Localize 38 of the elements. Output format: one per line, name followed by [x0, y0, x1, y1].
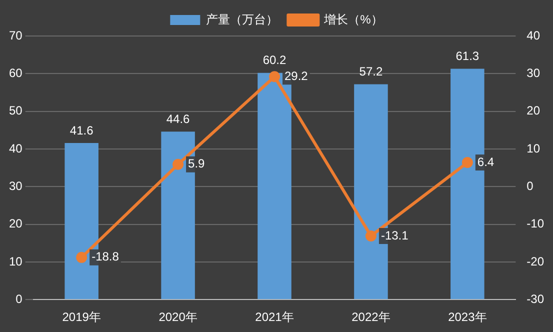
y-tick-label: 20	[8, 216, 23, 231]
y-tick-label: 0	[16, 292, 23, 306]
y-tick-label: 70	[8, 28, 23, 42]
y2-tick-label: -10	[526, 216, 544, 231]
point	[76, 252, 88, 263]
point	[269, 71, 280, 82]
data-label: -18.8	[92, 250, 120, 264]
data-label: 61.3	[456, 49, 480, 64]
y-tick-label: 40	[8, 141, 23, 156]
legend-label: 增长（%）	[323, 12, 383, 26]
y-tick-label: 30	[8, 178, 23, 193]
legend-label: 产量（万台）	[206, 12, 278, 26]
y2-tick-label: 0	[526, 178, 534, 193]
data-label: 5.9	[188, 156, 206, 171]
y2-tick-label: 40	[526, 28, 540, 42]
y2-tick-label: -20	[526, 254, 544, 268]
data-label: -13.1	[380, 228, 409, 242]
data-label: 41.6	[70, 123, 94, 138]
y-tick-label: 60	[8, 66, 23, 80]
x-tick-label: 2021年	[255, 310, 294, 324]
y2-tick-label: 30	[526, 66, 540, 80]
y2-tick-label: 10	[526, 141, 540, 156]
x-tick-label: 2022年	[352, 310, 390, 324]
data-label: 6.4	[477, 154, 494, 169]
y-tick-label: 50	[8, 104, 23, 118]
y-tick-label: 10	[8, 254, 23, 268]
x-tick-label: 2020年	[158, 310, 198, 324]
data-label: 57.2	[359, 64, 383, 79]
data-label: 29.2	[284, 68, 308, 83]
y2-tick-label: 20	[526, 104, 540, 118]
point	[462, 157, 473, 168]
x-tick-label: 2023年	[448, 310, 487, 324]
data-label: 44.6	[166, 112, 190, 126]
y2-tick-label: -30	[526, 292, 544, 306]
point	[365, 230, 376, 242]
x-tick-label: 2019年	[62, 310, 101, 324]
data-label: 60.2	[262, 53, 287, 68]
point	[172, 158, 184, 170]
